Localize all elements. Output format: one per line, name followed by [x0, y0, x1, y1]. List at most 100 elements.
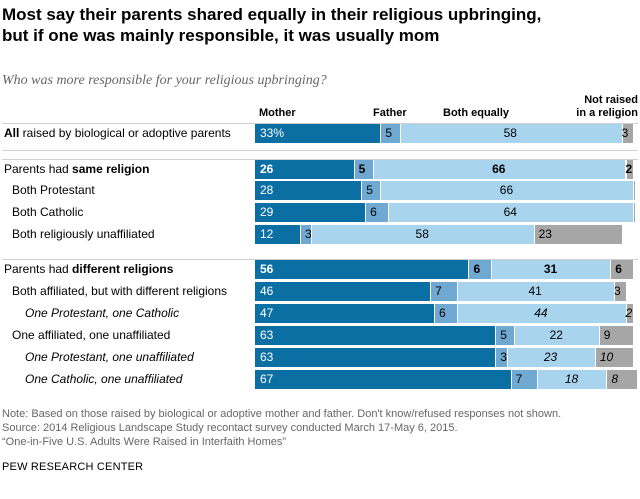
bar-value-label: 2	[625, 306, 633, 320]
bar-value-label: 10	[599, 350, 614, 364]
bar-value-label: 8	[611, 372, 619, 386]
row-label: Parents had different religions	[4, 262, 174, 276]
bar-segment	[634, 203, 636, 222]
bar-value-label: 23	[543, 350, 558, 364]
legend-header-not-raised-line1: Not raised	[584, 94, 638, 106]
chart-notes: Note: Based on those raised by biologica…	[2, 407, 561, 449]
bar-segment	[255, 326, 496, 345]
row-label: All raised by biological or adoptive par…	[4, 126, 231, 140]
bar-value-label: 26	[260, 162, 274, 176]
bar-value-label: 2	[625, 162, 633, 176]
bar-segment	[255, 304, 434, 323]
bar-value-label: 33%	[260, 126, 285, 140]
bar-segment	[457, 304, 626, 323]
bar-value-label: 63	[260, 328, 274, 342]
bar-segment	[389, 203, 634, 222]
row-label: Parents had same religion	[4, 162, 150, 176]
bar-segment	[622, 124, 634, 143]
bar-segment	[492, 260, 611, 279]
bar-segment	[457, 282, 614, 301]
bar-value-label: 23	[538, 227, 552, 241]
bar-value-label: 7	[515, 372, 523, 386]
bar-value-label: 5	[366, 183, 373, 197]
bar-value-label: 9	[603, 328, 611, 342]
bar-value-label: 6	[473, 262, 481, 276]
legend-header-not-raised: Not raised in a religion	[560, 94, 638, 120]
row-label: One Protestant, one Catholic	[25, 306, 180, 320]
bar-segment	[354, 160, 373, 179]
bar-value-label: 31	[543, 262, 558, 276]
bar-segment	[626, 160, 634, 179]
bar-value-label: 22	[549, 328, 563, 342]
row-label: Both Catholic	[12, 205, 84, 219]
bar-value-label: 64	[503, 205, 517, 219]
bar-value-label: 5	[358, 162, 366, 176]
bar-segment	[534, 225, 622, 244]
legend-header-both-equally: Both equally	[443, 107, 510, 119]
bar-segment	[511, 370, 538, 389]
row-label: One affiliated, one unaffiliated	[12, 328, 171, 342]
bar-segment	[496, 326, 515, 345]
note-line: Note: Based on those raised by biologica…	[2, 408, 562, 420]
bar-segment	[626, 304, 634, 323]
bar-segment	[538, 370, 607, 389]
row-label: One Protestant, one unaffiliated	[25, 350, 194, 364]
bar-value-label: 3	[621, 126, 629, 140]
bar-segment	[373, 160, 626, 179]
row-separator	[2, 150, 638, 151]
row-label: Both affiliated, but with different reli…	[12, 284, 228, 298]
bar-segment	[595, 348, 634, 367]
bar-value-label: 28	[260, 183, 274, 197]
bar-segment	[255, 203, 366, 222]
chart-title: Most say their parents shared equally in…	[2, 4, 632, 46]
row-label: Both Protestant	[12, 183, 95, 197]
bar-segment	[496, 348, 507, 367]
bar-value-label: 6	[615, 262, 622, 276]
bar-value-label: 18	[564, 372, 579, 386]
bar-segment	[507, 348, 595, 367]
bar-segment	[400, 124, 622, 143]
bar-segment	[634, 181, 636, 200]
row-label: Both religiously unaffiliated	[12, 227, 155, 241]
chart-title-line1: Most say their parents shared equally in…	[2, 5, 542, 24]
bar-segment	[469, 260, 492, 279]
bar-segment	[312, 225, 534, 244]
bar-value-label: 41	[528, 284, 542, 298]
row-separator	[2, 123, 638, 124]
bar-value-label: 6	[370, 205, 377, 219]
row-separator	[2, 259, 638, 260]
bar-value-label: 66	[492, 162, 506, 176]
credit-line: PEW RESEARCH CENTER	[2, 461, 144, 473]
bar-value-label: 3	[500, 350, 507, 364]
bar-segment	[611, 260, 634, 279]
row-label: One Catholic, one unaffiliated	[25, 372, 183, 386]
legend-header-not-raised-line2: in a religion	[576, 107, 638, 119]
bar-segment	[515, 326, 599, 345]
bar-segment	[435, 304, 457, 323]
bar-value-label: 12	[260, 227, 274, 241]
legend-header-father: Father	[373, 107, 407, 119]
report-title-line: “One-in-Five U.S. Adults Were Raised in …	[2, 436, 287, 448]
bar-segment	[255, 160, 354, 179]
bar-segment	[255, 225, 300, 244]
row-separator	[2, 159, 638, 160]
bar-value-label: 58	[415, 227, 429, 241]
bar-value-label: 44	[534, 306, 548, 320]
bar-segment	[255, 282, 431, 301]
bar-segment	[255, 348, 496, 367]
bar-value-label: 47	[260, 306, 274, 320]
bar-value-label: 56	[260, 262, 274, 276]
bar-value-label: 7	[435, 284, 442, 298]
bar-value-label: 67	[260, 372, 274, 386]
bar-value-label: 46	[260, 284, 274, 298]
bar-value-label: 6	[439, 306, 446, 320]
bar-value-label: 63	[260, 350, 274, 364]
bar-segment	[255, 370, 511, 389]
bar-segment	[615, 282, 626, 301]
bar-value-label: 29	[260, 205, 274, 219]
bar-value-label: 3	[304, 227, 312, 241]
bar-segment	[381, 124, 400, 143]
legend-header-mother: Mother	[259, 107, 296, 119]
bar-value-label: 5	[385, 126, 393, 140]
